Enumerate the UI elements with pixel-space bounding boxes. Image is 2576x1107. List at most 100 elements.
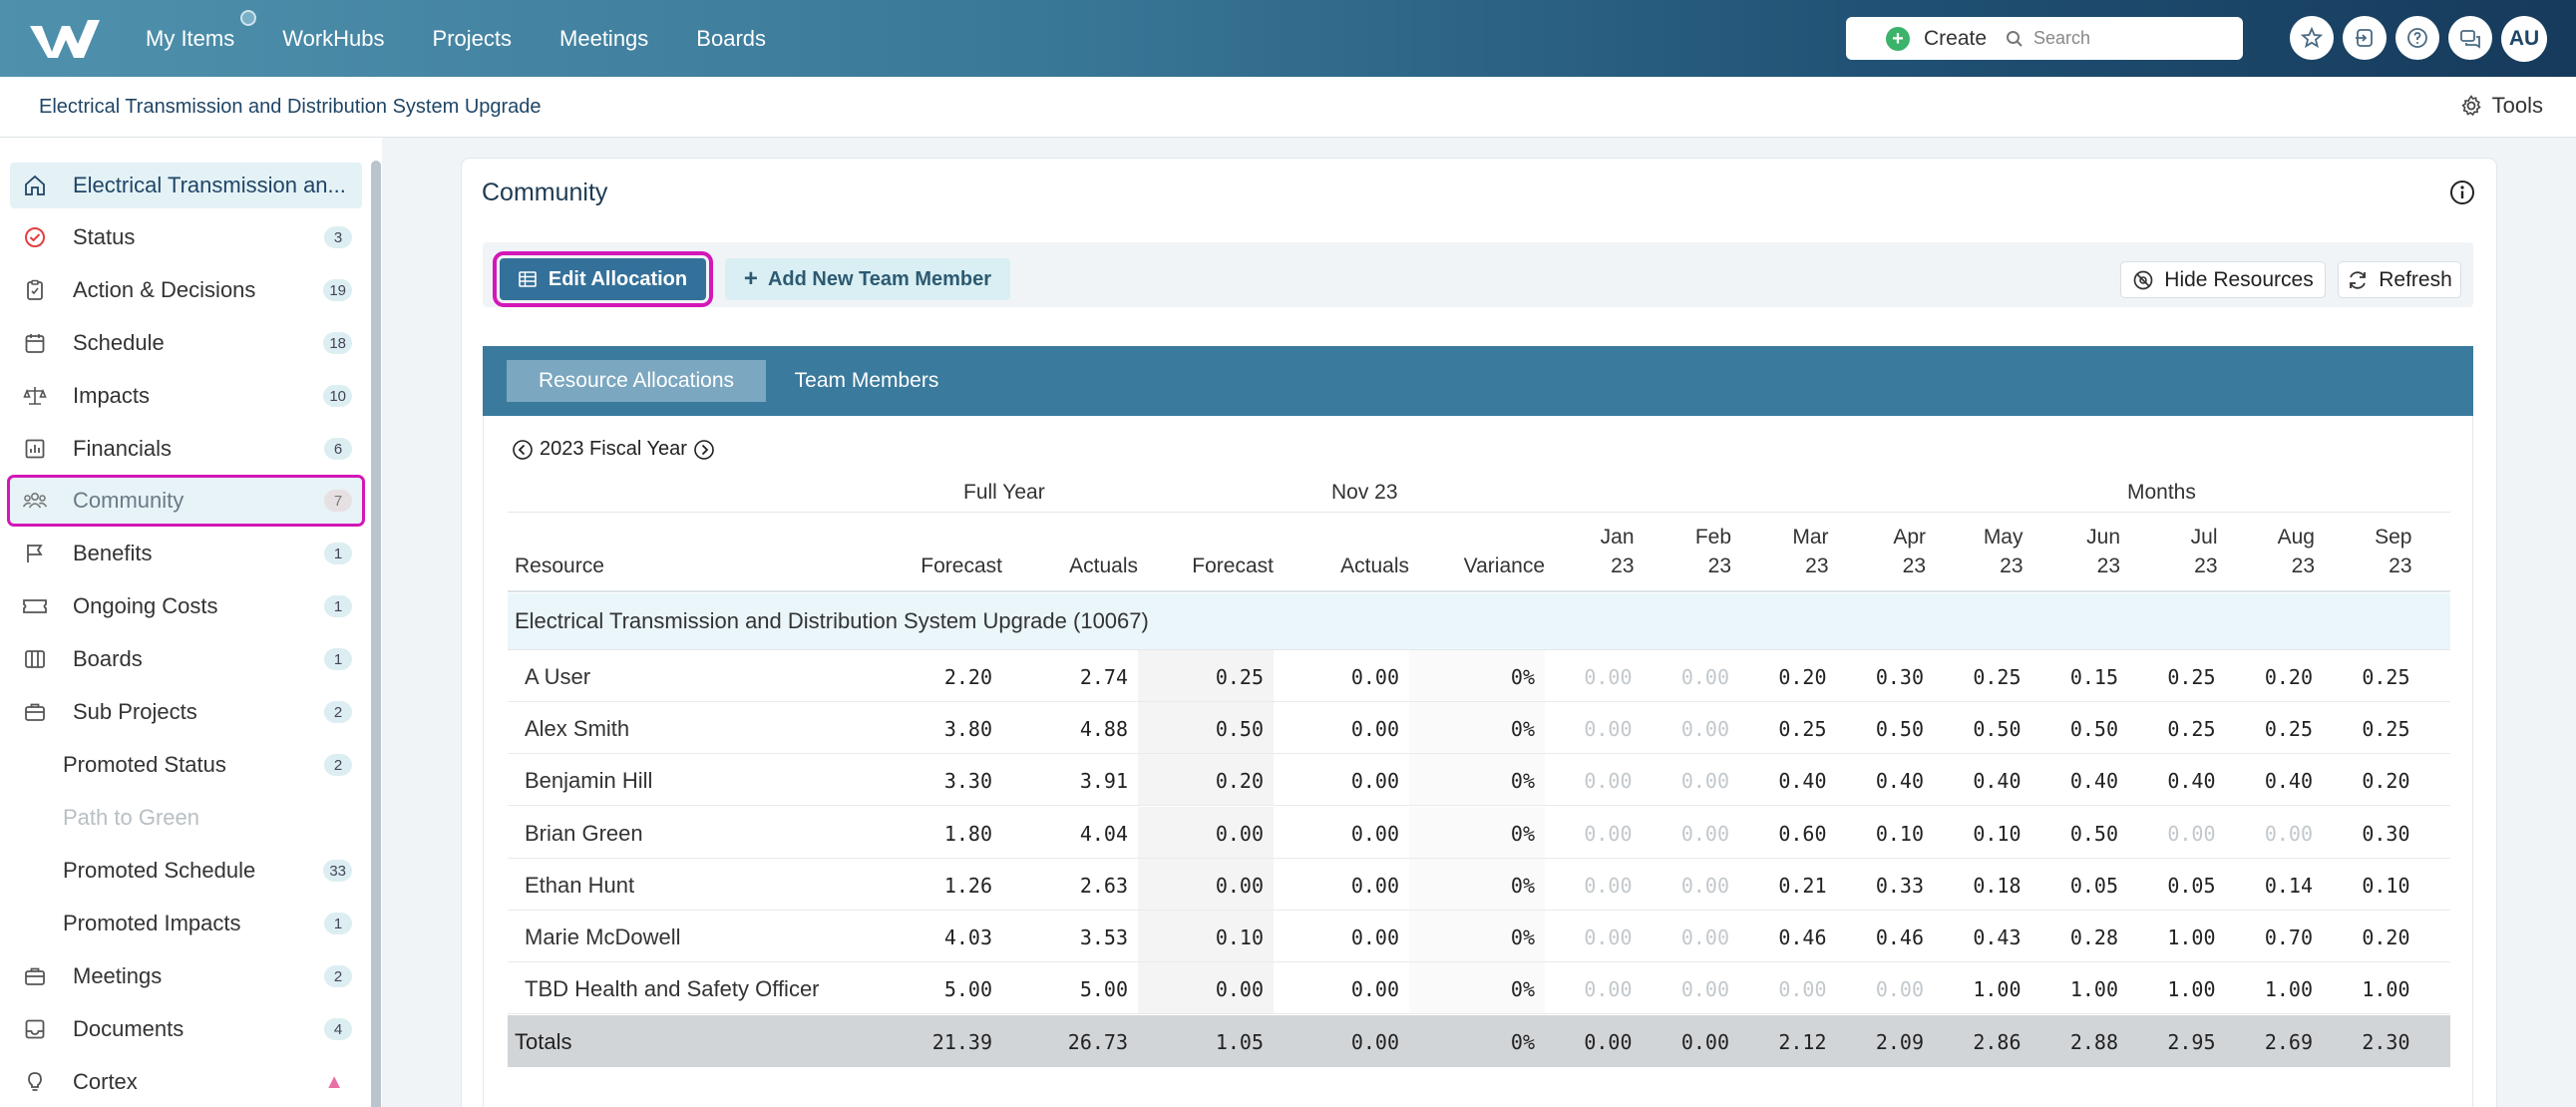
sidebar-item-label: Path to Green [63,805,199,830]
sidebar-item-label: Schedule [73,330,165,355]
star-icon[interactable] [2290,16,2334,60]
cell-value: 0.10 [2362,873,2410,898]
tab-team-members[interactable]: Team Members [794,369,939,392]
add-team-member-button[interactable]: + Add New Team Member [725,258,1010,300]
sidebar-item-status[interactable]: Status 3 [10,214,362,260]
project-group-row[interactable]: Electrical Transmission and Distribution… [508,593,2450,650]
cell-value: 3.80 [943,717,992,742]
sidebar-item-schedule[interactable]: Schedule 18 [10,320,362,366]
sidebar-item-documents[interactable]: Documents 4 [10,1006,362,1052]
sidebar-scrollbar[interactable] [371,161,381,1107]
tools-button[interactable]: Tools [2459,93,2543,119]
sidebar-item-label: Community [73,488,184,513]
header-nov-forecast: Forecast [1192,554,1274,577]
prev-year-icon[interactable] [512,439,534,461]
nav-meetings[interactable]: Meetings [559,25,649,51]
sidebar-item-action-decisions[interactable]: Action & Decisions 19 [10,267,362,313]
cell-value: 0.00 [1584,665,1633,689]
sidebar-item-community[interactable]: Community 7 [7,475,365,527]
cell-value: 0.25 [2362,717,2410,742]
sidebar-item-ongoing-costs[interactable]: Ongoing Costs 1 [10,583,362,629]
nav-boards[interactable]: Boards [696,25,767,51]
chat-icon[interactable] [2448,16,2492,60]
sidebar-item-meetings[interactable]: Meetings 2 [10,953,362,999]
sidebar-item-promoted-status[interactable]: Promoted Status 2 [10,742,362,788]
sidebar-item-project-home[interactable]: Electrical Transmission an... [10,163,362,208]
notification-dot [240,10,256,26]
cell-value: 0.40 [1973,769,2022,794]
search-box[interactable] [1990,17,2243,60]
sidebar-item-cortex[interactable]: Cortex ▲ [10,1059,362,1105]
cell-value: 0.00 [1350,925,1399,949]
cell-value: 0.40 [2167,769,2216,794]
tab-resource-allocations[interactable]: Resource Allocations [507,360,766,402]
sidebar-item-benefits[interactable]: Benefits 1 [10,531,362,576]
sidebar-item-financials[interactable]: Financials 6 [10,426,362,472]
chart-icon [20,434,50,464]
cell-value: 0% [1510,925,1535,949]
inbox-icon [20,1014,50,1044]
sidebar-item-impacts[interactable]: Impacts 10 [10,373,362,419]
allocation-panel: 2023 Fiscal Year Full Year Nov 23 Months… [483,416,2473,1107]
count-badge: 18 [323,332,352,354]
header-month-name: Mar [1792,526,1829,549]
table-row[interactable]: Marie McDowell 4.03 3.53 0.10 0.00 0% 0.00 0.00… [508,911,2450,962]
sidebar-item-boards[interactable]: Boards 1 [10,636,362,682]
header-month: Jun 23 [2031,523,2120,580]
avatar[interactable]: AU [2501,16,2547,62]
sidebar-item-promoted-schedule[interactable]: Promoted Schedule 33 [10,848,362,894]
cell-value: 0.25 [1973,665,2022,689]
sidebar-item-label: Action & Decisions [73,277,256,302]
resource-name: Brian Green [525,820,643,846]
next-year-icon[interactable] [693,439,715,461]
table-row[interactable]: Alex Smith 3.80 4.88 0.50 0.00 0% 0.00 0.00 0.25… [508,702,2450,755]
sub-header: Electrical Transmission and Distribution… [0,77,2576,138]
table-row[interactable]: Brian Green 1.80 4.04 0.00 0.00 0% 0.00 0.00 0.6… [508,806,2450,859]
cell-value: 0.00 [1680,717,1729,742]
info-icon[interactable] [2448,179,2476,206]
breadcrumb[interactable]: Electrical Transmission and Distribution… [39,95,542,118]
cell-value: 3.53 [1079,925,1128,949]
cell-value: 1.00 [2167,925,2216,949]
search-input[interactable] [2033,28,2223,49]
help-icon[interactable] [2395,16,2439,60]
count-badge: 19 [323,279,352,301]
table-row[interactable]: TBD Health and Safety Officer 5.00 5.00 0.0… [508,962,2450,1015]
cell-value: 0.00 [1584,977,1633,1002]
cell-value: 0.40 [2069,769,2118,794]
table-row[interactable]: A User 2.20 2.74 0.25 0.00 0% 0.00 0.00 0.20 0.30… [508,650,2450,702]
refresh-button[interactable]: Refresh [2338,261,2461,298]
sidebar-item-label: Promoted Status [63,752,226,777]
hide-resources-button[interactable]: Hide Resources [2120,261,2326,298]
sidebar: Electrical Transmission an... Status 3 A… [0,138,382,1107]
cell-value: 0.21 [1778,873,1827,898]
header-month: May 23 [1934,523,2024,580]
sign-in-icon[interactable] [2343,16,2387,60]
table-row[interactable]: Ethan Hunt 1.26 2.63 0.00 0.00 0% 0.00 0.00 0.21… [508,858,2450,911]
calendar-icon [20,328,50,358]
edit-allocation-button[interactable]: Edit Allocation [493,251,713,307]
plus-icon: + [743,265,758,292]
table-row[interactable]: Benjamin Hill 3.30 3.91 0.20 0.00 0% 0.00 0.00 0… [508,754,2450,807]
check-circle-icon [20,222,50,252]
header-resource: Resource [515,554,604,577]
cell-value: 0.05 [2069,873,2118,898]
cell-value: 0.50 [2069,717,2118,742]
cell-value: 5.00 [943,977,992,1002]
variance-column-shade [1409,754,1545,806]
cell-value: 0.00 [1584,1030,1633,1055]
sidebar-item-promoted-impacts[interactable]: Promoted Impacts 1 [10,901,362,946]
cell-value: 0.00 [1215,873,1264,898]
nav-workhubs[interactable]: WorkHubs [282,25,385,51]
sidebar-item-sub-projects[interactable]: Sub Projects 2 [10,689,362,735]
header-month-name: Aug [2277,526,2315,549]
app-logo[interactable] [28,14,108,64]
nav-my-items[interactable]: My Items [146,25,235,51]
nav-projects[interactable]: Projects [432,25,513,51]
variance-column-shade [1409,911,1545,961]
cell-value: 2.95 [2167,1030,2216,1055]
cell-value: 4.04 [1079,821,1128,846]
cell-value: 4.88 [1079,717,1128,742]
hide-resources-label: Hide Resources [2164,267,2314,291]
top-navigation: My Items WorkHubs Projects Meetings Boar… [0,0,2576,77]
